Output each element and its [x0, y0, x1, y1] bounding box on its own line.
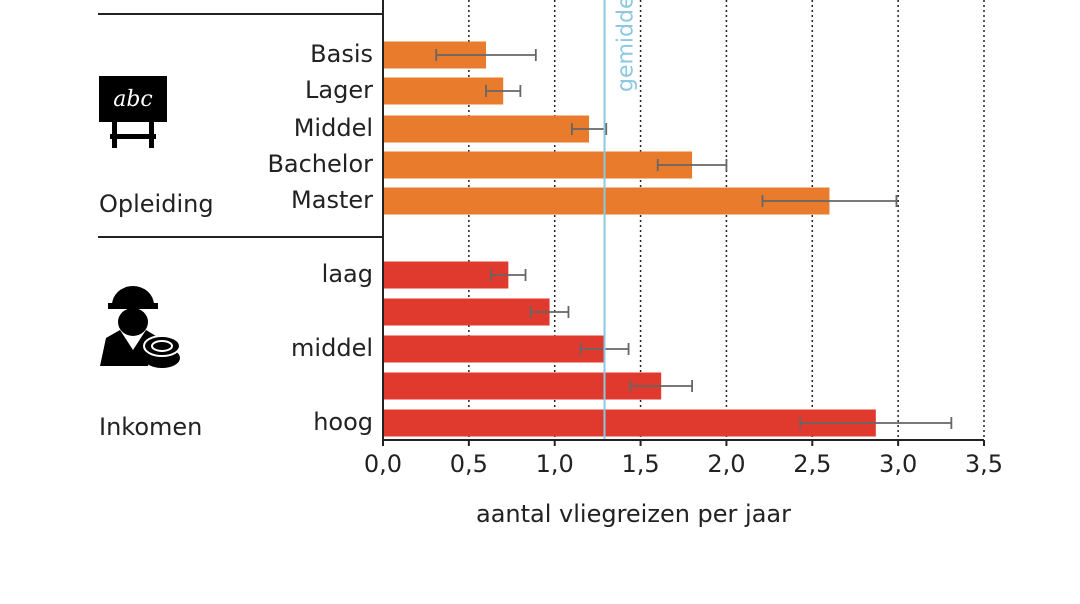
- x-axis-label: aantal vliegreizen per jaar: [476, 500, 791, 528]
- x-tick-label: 2,5: [793, 450, 831, 478]
- y-tick-label: Bachelor: [267, 150, 373, 178]
- bar: [383, 372, 662, 400]
- bar: [383, 77, 504, 105]
- x-tick-label: 0,0: [364, 450, 402, 478]
- y-tick-label: Basis: [310, 40, 373, 68]
- error-bar: [435, 49, 537, 61]
- bar: [383, 261, 509, 289]
- error-bar: [485, 85, 522, 97]
- bar: [383, 335, 605, 363]
- bar: [383, 115, 590, 143]
- bar: [383, 151, 693, 179]
- icon-text: abc: [113, 87, 153, 112]
- y-tick-label: Lager: [305, 76, 373, 104]
- x-tick-label: 2,0: [707, 450, 745, 478]
- error-bar: [799, 417, 953, 429]
- x-tick-label: 3,5: [965, 450, 1003, 478]
- y-tick-label: Middel: [294, 114, 373, 142]
- error-bar: [629, 380, 693, 392]
- bar: [383, 187, 830, 215]
- error-bar: [490, 269, 527, 281]
- y-tick-label: hoog: [313, 408, 373, 436]
- x-tick-label: 1,0: [536, 450, 574, 478]
- y-tick-label: middel: [291, 334, 373, 362]
- x-tick-label: 3,0: [879, 450, 917, 478]
- group-label: Opleiding: [99, 190, 214, 218]
- education-icon: abc: [99, 76, 167, 148]
- error-bar: [570, 123, 608, 135]
- group-label: Inkomen: [99, 413, 202, 441]
- x-tick-label: 1,5: [621, 450, 659, 478]
- income-icon: [100, 286, 181, 368]
- error-bar: [761, 195, 898, 207]
- y-tick-label: laag: [322, 260, 373, 288]
- average-label: gemidde: [614, 0, 639, 92]
- x-tick-label: 0,5: [450, 450, 488, 478]
- bar: [383, 409, 876, 437]
- y-tick-label: Master: [291, 186, 373, 214]
- error-bar: [656, 159, 728, 171]
- error-bar: [529, 306, 570, 318]
- bar: [383, 298, 550, 326]
